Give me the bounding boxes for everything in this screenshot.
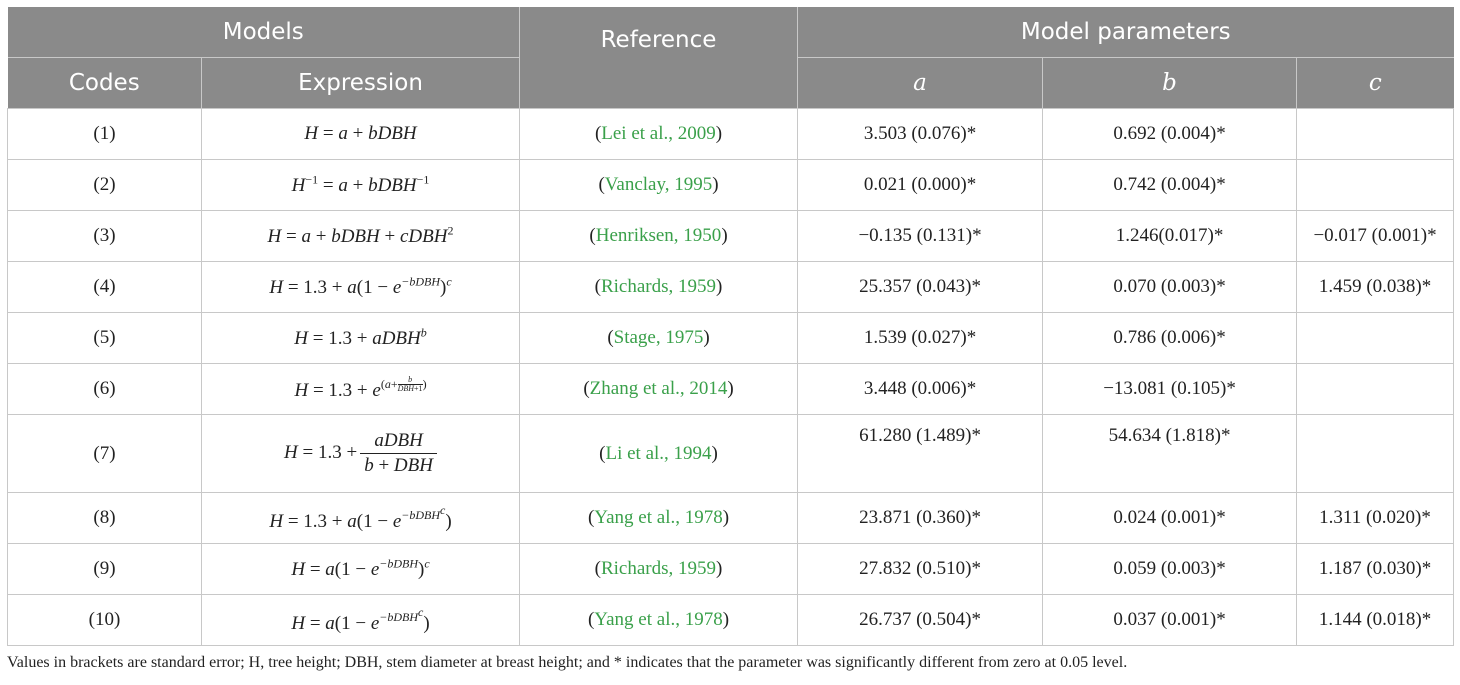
param-b-cell: −13.081 (0.105)* — [1042, 363, 1298, 415]
table-row: (8) H = 1.3 + a(1 − e−bDBHc) (Yang et al… — [7, 492, 1455, 544]
param-c-cell: 1.459 (0.038)* — [1296, 261, 1455, 313]
expression-cell: H = a(1 − e−bDBHc) — [200, 594, 521, 646]
reference-cell: (Vanclay, 1995) — [519, 159, 799, 211]
expression-cell: H = 1.3 + e(a+ b DBH+1) — [200, 363, 521, 415]
expression-cell: H = 1.3 + aDBH b + DBH — [200, 414, 521, 493]
param-a-cell: 0.021 (0.000)* — [797, 159, 1044, 211]
expression-cell: H = 1.3 + a(1 − e−bDBHc) — [200, 492, 521, 544]
param-a-cell: 23.871 (0.360)* — [797, 492, 1044, 544]
table-row: (4) H = 1.3 + a(1 − e−bDBH)c (Richards, … — [7, 261, 1455, 313]
header-expression: Expression — [201, 57, 521, 109]
reference-cell: (Yang et al., 1978) — [519, 594, 799, 646]
reference-cell: (Richards, 1959) — [519, 543, 799, 595]
header-param-c: c — [1296, 57, 1454, 109]
param-b-cell: 0.059 (0.003)* — [1042, 543, 1298, 595]
table-row: (3) H = a + bDBH + cDBH2 (Henriksen, 195… — [7, 210, 1455, 262]
code-cell: (4) — [7, 261, 202, 313]
param-c-cell — [1296, 159, 1455, 211]
reference-cell: (Yang et al., 1978) — [519, 492, 799, 544]
reference-link[interactable]: Richards, 1959 — [600, 558, 717, 579]
param-a-cell: 3.503 (0.076)* — [797, 108, 1044, 160]
param-b-cell: 0.786 (0.006)* — [1042, 312, 1298, 364]
param-b-cell: 0.742 (0.004)* — [1042, 159, 1298, 211]
reference-link[interactable]: Yang et al., 1978 — [594, 609, 723, 630]
header-codes: Codes — [7, 57, 202, 109]
param-c-cell — [1296, 363, 1455, 415]
param-b-cell: 1.246(0.017)* — [1042, 210, 1298, 262]
param-a-cell: −0.135 (0.131)* — [797, 210, 1044, 262]
reference-link[interactable]: Zhang et al., 2014 — [589, 378, 728, 399]
table-row: (6) H = 1.3 + e(a+ b DBH+1) (Zhang et al.,… — [7, 363, 1455, 415]
header-reference: Reference — [519, 7, 799, 109]
param-a-cell: 3.448 (0.006)* — [797, 363, 1044, 415]
code-cell: (3) — [7, 210, 202, 262]
expression-cell: H = 1.3 + aDBHb — [200, 312, 521, 364]
reference-link[interactable]: Vanclay, 1995 — [604, 174, 713, 195]
param-b-cell: 0.070 (0.003)* — [1042, 261, 1298, 313]
reference-link[interactable]: Stage, 1975 — [613, 327, 704, 348]
code-cell: (8) — [7, 492, 202, 544]
reference-cell: (Stage, 1975) — [519, 312, 799, 364]
param-b-cell: 54.634 (1.818)* — [1042, 414, 1298, 493]
param-a-cell: 27.832 (0.510)* — [797, 543, 1044, 595]
reference-link[interactable]: Richards, 1959 — [600, 276, 717, 297]
header-row-1: Models Reference Model parameters — [7, 7, 1454, 109]
code-cell: (6) — [7, 363, 202, 415]
code-cell: (1) — [7, 108, 202, 160]
param-a-cell: 26.737 (0.504)* — [797, 594, 1044, 646]
table-row: (10) H = a(1 − e−bDBHc) (Yang et al., 19… — [7, 594, 1455, 646]
model-parameters-table: Models Reference Model parameters Codes … — [7, 7, 1455, 646]
code-cell: (7) — [7, 414, 202, 493]
param-c-cell — [1296, 312, 1455, 364]
param-a-cell: 25.357 (0.043)* — [797, 261, 1044, 313]
expression-cell: H = 1.3 + a(1 − e−bDBH)c — [200, 261, 521, 313]
reference-cell: (Henriksen, 1950) — [519, 210, 799, 262]
table-footnote: Values in brackets are standard error; H… — [7, 654, 1128, 671]
param-c-cell: 1.311 (0.020)* — [1296, 492, 1455, 544]
param-c-cell: 1.187 (0.030)* — [1296, 543, 1455, 595]
reference-cell: (Richards, 1959) — [519, 261, 799, 313]
table-row: (5) H = 1.3 + aDBHb (Stage, 1975) 1.539 … — [7, 312, 1455, 364]
header-param-a: a — [797, 57, 1044, 109]
param-b-cell: 0.037 (0.001)* — [1042, 594, 1298, 646]
param-b-cell: 0.692 (0.004)* — [1042, 108, 1298, 160]
reference-link[interactable]: Henriksen, 1950 — [595, 225, 722, 246]
param-c-cell: 1.144 (0.018)* — [1296, 594, 1455, 646]
reference-cell: (Lei et al., 2009) — [519, 108, 799, 160]
reference-cell: (Zhang et al., 2014) — [519, 363, 799, 415]
reference-link[interactable]: Li et al., 1994 — [605, 442, 712, 464]
table-row: (9) H = a(1 − e−bDBH)c (Richards, 1959) … — [7, 543, 1455, 595]
table-row: (7) H = 1.3 + aDBH b + DBH (Li et al., 199… — [7, 414, 1455, 493]
reference-cell: (Li et al., 1994) — [519, 414, 799, 493]
expression-cell: H = a + bDBH + cDBH2 — [200, 210, 521, 262]
table-container: Models Reference Model parameters Codes … — [7, 7, 1455, 646]
expression-cell: H = a(1 − e−bDBH)c — [200, 543, 521, 595]
code-cell: (2) — [7, 159, 202, 211]
param-b-cell: 0.024 (0.001)* — [1042, 492, 1298, 544]
param-a-cell: 61.280 (1.489)* — [797, 414, 1044, 493]
code-cell: (9) — [7, 543, 202, 595]
expression-cell: H−1 = a + bDBH−1 — [200, 159, 521, 211]
code-cell: (10) — [7, 594, 202, 646]
header-models: Models — [7, 7, 521, 58]
param-c-cell: −0.017 (0.001)* — [1296, 210, 1455, 262]
expression-cell: H = a + bDBH — [200, 108, 521, 160]
table-row: (2) H−1 = a + bDBH−1 (Vanclay, 1995) 0.0… — [7, 159, 1455, 211]
param-a-cell: 1.539 (0.027)* — [797, 312, 1044, 364]
reference-link[interactable]: Lei et al., 2009 — [601, 123, 716, 144]
reference-link[interactable]: Yang et al., 1978 — [594, 507, 723, 528]
table-row: (1) H = a + bDBH (Lei et al., 2009) 3.50… — [7, 108, 1455, 160]
header-param-b: b — [1042, 57, 1298, 109]
param-c-cell — [1296, 108, 1455, 160]
header-reference-label: Reference — [600, 27, 717, 53]
param-c-cell — [1296, 414, 1455, 493]
header-model-parameters: Model parameters — [797, 7, 1454, 58]
code-cell: (5) — [7, 312, 202, 364]
